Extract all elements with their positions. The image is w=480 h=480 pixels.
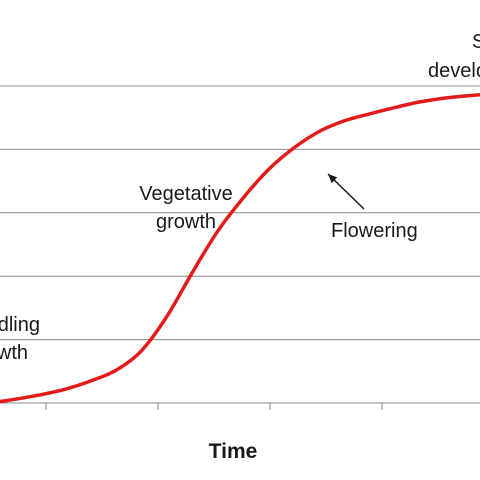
flowering-arrow <box>327 173 365 210</box>
annotation-flowering: Flowering <box>331 220 418 242</box>
annotation-vegetative-line1: Vegetative <box>139 183 232 205</box>
series-group <box>0 93 480 404</box>
annotations: Seed development Vegetative growth Flowe… <box>0 31 480 364</box>
gridlines <box>0 85 480 341</box>
annotation-seedling-line1: Seedling <box>0 314 40 336</box>
annotation-seed-line1: Seed <box>472 31 480 53</box>
annotation-seed-line2: development <box>428 60 480 82</box>
annotation-seedling-line2: growth <box>0 342 28 364</box>
annotation-vegetative-line2: growth <box>156 211 216 233</box>
series-line-0 <box>0 93 480 404</box>
x-axis <box>0 402 480 410</box>
x-axis-title: Time <box>209 440 258 463</box>
